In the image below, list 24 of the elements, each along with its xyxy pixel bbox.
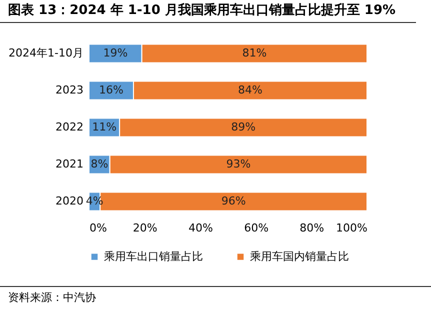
data-label: 19%: [103, 46, 128, 60]
data-label: 96%: [221, 194, 246, 208]
chart-title: 图表 13：2024 年 1-10 月我国乘用车出口销量占比提升至 19%: [0, 0, 416, 23]
data-label: 84%: [238, 84, 262, 96]
y-tick-label: 2024年1-10月: [8, 46, 84, 60]
data-label: 89%: [231, 120, 256, 134]
x-tick-label: 60%: [244, 222, 269, 234]
x-tick-label: 40%: [188, 222, 213, 234]
y-tick-label: 2023: [56, 84, 84, 96]
x-tick-label: 0%: [90, 222, 107, 234]
x-tick-label: 100%: [336, 222, 368, 234]
data-label: 11%: [92, 120, 117, 134]
y-tick-label: 2020: [56, 194, 84, 208]
x-tick-label: 20%: [132, 222, 158, 234]
data-label: 81%: [242, 46, 267, 60]
y-tick-label: 2022: [56, 120, 84, 134]
text: 资料来源：中汽协: [0, 286, 431, 308]
data-label: 16%: [99, 84, 124, 96]
legend-label: 乘用车出口销量占比: [104, 250, 203, 263]
data-label: 8%: [90, 158, 108, 170]
y-tick-label: 2021: [56, 158, 84, 170]
data-label: 93%: [226, 158, 251, 170]
legend-label: 乘用车国内销量占比: [250, 250, 349, 263]
x-tick-label: 80%: [300, 222, 324, 234]
